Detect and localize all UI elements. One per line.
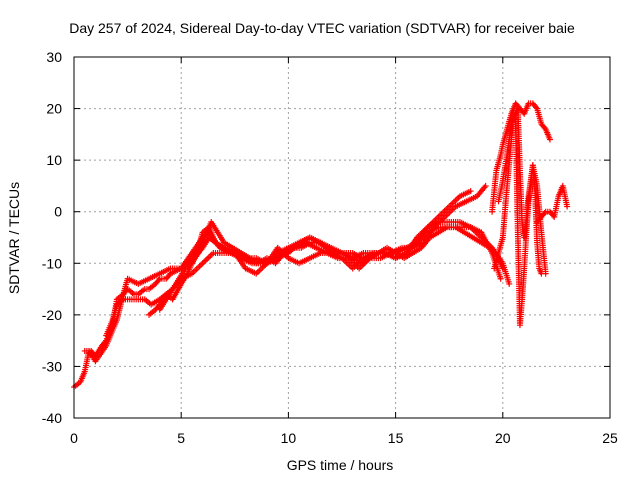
data-point	[102, 338, 109, 345]
data-point	[564, 203, 571, 210]
y-tick-label: -30	[42, 358, 62, 374]
series-9	[534, 182, 571, 226]
x-tick-label: 20	[495, 430, 511, 446]
data-point	[538, 270, 545, 277]
grid	[74, 57, 610, 418]
chart-title: Day 257 of 2024, Sidereal Day-to-day VTE…	[69, 20, 575, 36]
series-8	[491, 110, 545, 329]
y-tick-label: 10	[46, 152, 62, 168]
y-tick-label: -40	[42, 410, 62, 426]
series-5	[156, 219, 506, 313]
data-point	[499, 265, 506, 272]
data-point	[533, 104, 540, 111]
y-tick-label: 20	[46, 101, 62, 117]
plot-frame	[73, 56, 611, 419]
data-point	[541, 124, 548, 131]
y-tick-label: -20	[42, 307, 62, 323]
axis-ticks: 0 5 10 15 20 25 -40 -30 -20 -10 0 10 20 30	[42, 49, 618, 446]
data-point	[482, 182, 489, 189]
x-tick-label: 5	[177, 430, 185, 446]
data-point	[541, 210, 548, 217]
x-tick-label: 10	[281, 430, 297, 446]
series-2	[81, 182, 489, 360]
data-point	[497, 275, 504, 282]
y-tick-label: 0	[54, 204, 62, 220]
data-marks	[71, 100, 571, 391]
y-axis-title: SDTVAR / TECUs	[6, 182, 22, 294]
x-axis-title: GPS time / hours	[287, 457, 394, 473]
data-point	[467, 188, 474, 195]
x-tick-label: 0	[70, 430, 78, 446]
y-tick-label: 30	[46, 49, 62, 65]
data-point	[506, 280, 513, 287]
x-tick-label: 15	[388, 430, 404, 446]
series-1	[71, 219, 504, 391]
data-point	[546, 136, 553, 143]
x-tick-label: 25	[602, 430, 618, 446]
data-point	[155, 277, 162, 284]
y-tick-label: -10	[42, 255, 62, 271]
